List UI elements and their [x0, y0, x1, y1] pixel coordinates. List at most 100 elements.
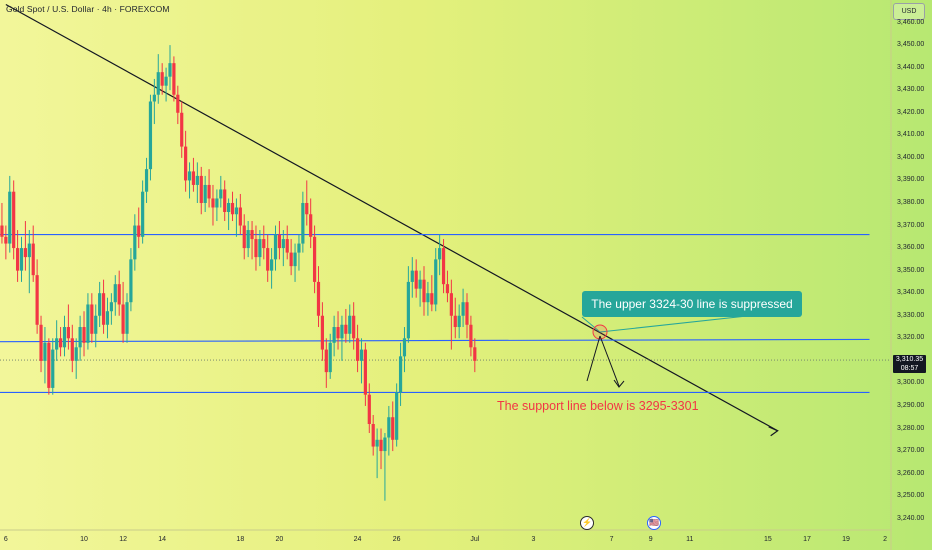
trendline-arrowhead — [768, 426, 779, 437]
callout-line — [581, 316, 601, 333]
time-tick-label: 14 — [158, 536, 167, 543]
candle-up — [215, 198, 219, 208]
candle-down — [344, 324, 348, 334]
trendline — [5, 3, 778, 432]
candle-up — [187, 171, 192, 181]
projection-arrowhead — [613, 379, 625, 388]
candle-down — [379, 439, 383, 452]
candle-up — [51, 349, 55, 388]
price-tick-label: 3,300.00 — [897, 379, 925, 387]
candle-up — [94, 315, 98, 334]
candle-up — [457, 315, 461, 328]
candle-up — [281, 239, 285, 249]
time-tick-label: 7 — [609, 536, 614, 543]
candle-up — [109, 302, 113, 312]
candle-down — [176, 94, 180, 113]
price-tick-label: 3,440.00 — [897, 63, 925, 71]
candle-up — [125, 302, 129, 334]
candle-up — [297, 243, 301, 253]
economic-event-icon[interactable]: ⚡ — [580, 516, 594, 530]
price-tick-label: 3,260.00 — [897, 469, 925, 477]
candle-up — [293, 252, 297, 267]
candle-up — [246, 230, 250, 249]
candle-up — [398, 356, 403, 393]
candle-up — [434, 259, 438, 305]
candle-up — [258, 239, 262, 258]
candle-down — [207, 184, 211, 199]
candle-up — [227, 202, 231, 212]
support-note[interactable]: The support line below is 3295-3301 — [497, 399, 699, 413]
candle-down — [184, 146, 188, 181]
candle-up — [78, 327, 82, 348]
candle-down — [445, 284, 450, 294]
candle-down — [312, 236, 317, 282]
candle-down — [137, 225, 141, 237]
candle-down — [250, 230, 254, 240]
candle-up — [195, 175, 199, 185]
candle-up — [156, 72, 160, 95]
time-tick-label: 9 — [648, 536, 653, 543]
candle-down — [336, 327, 340, 339]
candle-down — [430, 293, 434, 305]
candle-up — [168, 63, 172, 77]
candle-down — [191, 171, 196, 185]
candle-up — [203, 184, 207, 203]
candle-up — [348, 315, 352, 334]
candle-up — [395, 392, 399, 440]
price-tick-label: 3,420.00 — [897, 108, 925, 116]
candle-down — [316, 281, 321, 316]
candle-up — [133, 225, 137, 260]
price-tick-label: 3,290.00 — [897, 401, 925, 409]
time-tick-label: 15 — [763, 536, 772, 543]
time-tick-label: 6 — [3, 536, 8, 543]
candle-up — [141, 191, 145, 237]
candle-down — [367, 394, 371, 424]
last-price-tag: 3,310.35 08:57 — [893, 355, 926, 373]
candle-down — [469, 324, 473, 348]
time-tick-label: 11 — [686, 536, 694, 543]
candle-up — [152, 94, 156, 102]
candle-down — [266, 248, 270, 271]
price-tick-label: 3,340.00 — [897, 289, 925, 297]
candle-up — [55, 338, 59, 350]
resistance-note[interactable]: The upper 3324-30 line is suppressed — [582, 291, 802, 317]
price-tick-label: 3,370.00 — [897, 221, 925, 229]
candle-down — [47, 342, 51, 388]
price-tick-label: 3,350.00 — [897, 266, 925, 274]
candle-down — [465, 302, 469, 325]
candle-down — [289, 252, 293, 267]
candle-up — [426, 293, 430, 303]
candle-down — [441, 248, 446, 285]
candle-down — [199, 175, 203, 203]
projection-line — [586, 335, 601, 382]
candle-down — [90, 304, 94, 334]
candle-down — [4, 236, 8, 244]
candle-down — [82, 327, 86, 343]
candle-up — [129, 259, 133, 303]
candle-up — [406, 281, 410, 339]
price-tick-label: 3,250.00 — [897, 492, 925, 500]
price-tick-label: 3,380.00 — [897, 198, 925, 206]
candle-up — [359, 349, 364, 361]
candle-up — [387, 417, 391, 438]
candle-down — [453, 315, 457, 328]
candle-down — [121, 304, 125, 334]
candle-down — [172, 63, 176, 95]
time-tick-label: 10 — [80, 536, 88, 543]
countdown-timer: 08:57 — [900, 365, 919, 372]
candle-up — [86, 304, 90, 343]
price-tick-label: 3,330.00 — [897, 311, 925, 319]
candle-up — [234, 207, 239, 215]
currency-button[interactable]: USD — [893, 3, 925, 20]
candle-down — [66, 327, 70, 339]
time-tick-label: 26 — [392, 536, 401, 543]
candle-up — [43, 342, 47, 361]
time-tick-label: 24 — [353, 536, 362, 543]
candle-down — [180, 112, 184, 147]
highlight-circle — [592, 324, 608, 340]
candle-down — [211, 198, 215, 208]
candle-up — [273, 234, 278, 260]
time-tick-label: 20 — [275, 536, 284, 543]
us-flag-event-icon[interactable]: 🇺🇸 — [647, 516, 661, 530]
